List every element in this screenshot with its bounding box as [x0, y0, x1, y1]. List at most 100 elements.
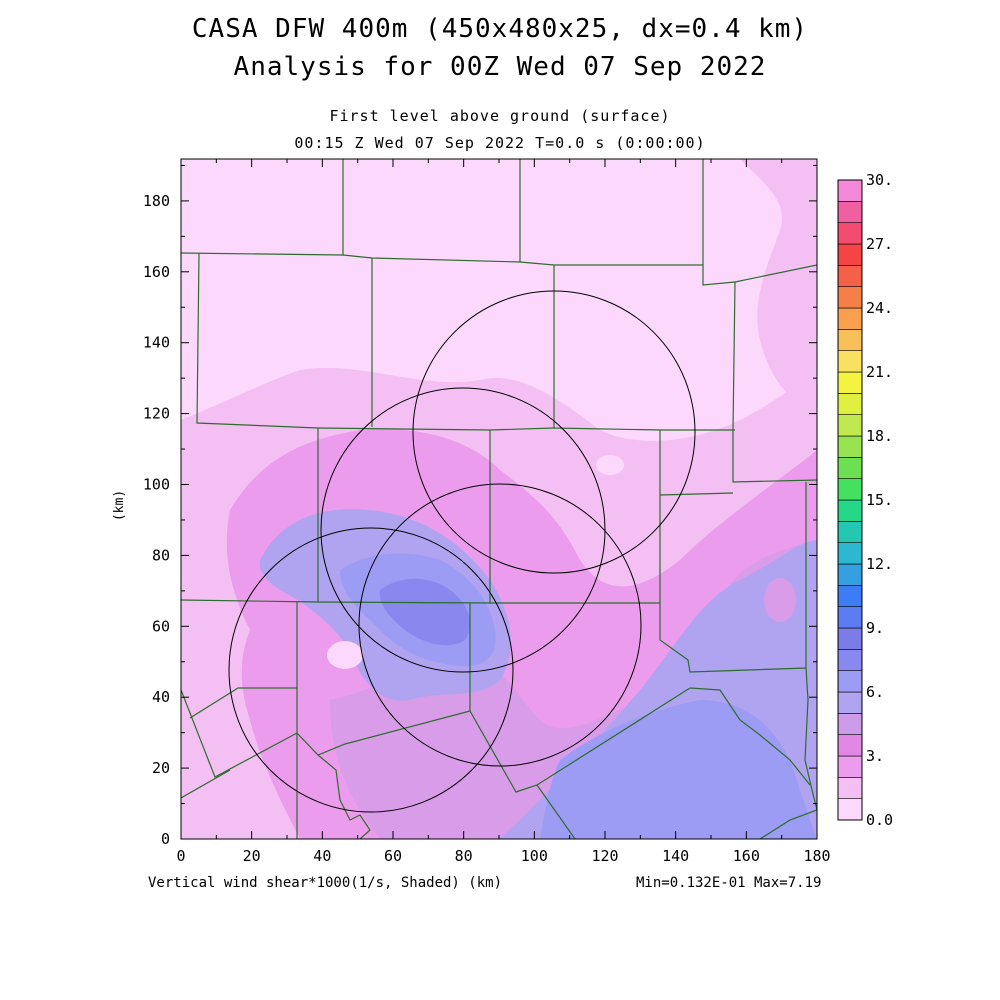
- colorbar-swatch: [837, 798, 863, 821]
- y-tick-label: 140: [143, 334, 170, 352]
- colorbar-label: 27.: [866, 235, 893, 253]
- colorbar-swatch: [837, 371, 863, 394]
- x-tick-label: 100: [521, 847, 548, 865]
- colorbar-swatch: [837, 478, 863, 501]
- y-tick-label: 80: [152, 546, 170, 564]
- x-tick-label: 160: [733, 847, 760, 865]
- county-line: [732, 281, 817, 483]
- x-tick-label: 0: [176, 847, 185, 865]
- colorbar-swatch: [837, 307, 863, 330]
- colorbar-swatch: [837, 201, 863, 223]
- y-tick-label: 120: [143, 405, 170, 423]
- x-tick-label: 60: [384, 847, 402, 865]
- field-light-west-band: [181, 600, 250, 839]
- county-line: [553, 265, 735, 431]
- field-violet-southeast: [540, 700, 817, 839]
- radar-ring-east-central: [358, 483, 642, 767]
- field-light-spot-2: [596, 455, 624, 475]
- x-axis: 0 20 40 60 80 100 120 140 160 180: [176, 159, 831, 865]
- colorbar-swatch: [837, 414, 863, 437]
- field-mauve-spot: [764, 578, 796, 622]
- radar-range-rings: [228, 290, 696, 813]
- county-line: [196, 252, 319, 429]
- colorbar-swatch: [837, 734, 863, 757]
- title-line-1: CASA DFW 400m (450x480x25, dx=0.4 km): [191, 14, 809, 44]
- colorbar-swatch: [837, 606, 863, 629]
- county-line: [342, 159, 521, 263]
- colorbar-swatch: [837, 777, 863, 799]
- field-light-east: [740, 159, 817, 420]
- colorbar-label: 0.0: [866, 811, 893, 829]
- colorbar-label: 24.: [866, 299, 893, 317]
- county-line: [536, 784, 576, 839]
- colorbar-swatch: [837, 457, 863, 479]
- x-tick-label: 140: [662, 847, 689, 865]
- field-description: Vertical wind shear*1000(1/s, Shaded) (k…: [148, 875, 503, 891]
- county-line: [689, 687, 811, 786]
- time-subtitle: 00:15 Z Wed 07 Sep 2022 T=0.0 s (0:00:00…: [294, 134, 706, 152]
- y-tick-label: 0: [161, 830, 170, 848]
- colorbar-label: 12.: [866, 555, 893, 573]
- colorbar-frame: [837, 179, 863, 821]
- colorbar-swatch: [837, 521, 863, 543]
- colorbar-label: 15.: [866, 491, 893, 509]
- county-line: [296, 602, 471, 756]
- y-tick-label: 60: [152, 617, 170, 635]
- colorbar-swatch: [837, 179, 863, 202]
- county-line: [189, 687, 297, 719]
- radar-ring-southwest: [228, 527, 514, 813]
- colorbar-swatch: [837, 329, 863, 351]
- title-line-2: Analysis for 00Z Wed 07 Sep 2022: [233, 52, 767, 82]
- x-tick-label: 20: [243, 847, 261, 865]
- field-light-spot: [327, 641, 363, 669]
- colorbar-swatch: [837, 670, 863, 693]
- county-line: [759, 809, 817, 839]
- colorbar-swatch: [837, 755, 863, 778]
- colorbar-label: 30.: [866, 171, 893, 189]
- colorbar-label: 18.: [866, 427, 893, 445]
- county-line: [659, 482, 807, 673]
- county-line: [659, 492, 734, 496]
- colorbar-label: 21.: [866, 363, 893, 381]
- colorbar-label: 6.: [866, 683, 884, 701]
- colorbar-label: 3.: [866, 747, 884, 765]
- colorbar-swatch: [837, 435, 863, 458]
- colorbar-label: 9.: [866, 619, 884, 637]
- colorbar: 0.0 3. 6. 9. 12. 15. 18. 21. 24. 27. 30.: [837, 171, 893, 829]
- colorbar-swatch: [837, 265, 863, 287]
- min-max-readout: Min=0.132E-01 Max=7.19: [636, 875, 822, 891]
- y-tick-label: 100: [143, 476, 170, 494]
- colorbar-swatch: [837, 243, 863, 266]
- county-line: [469, 687, 691, 793]
- colorbar-swatch: [837, 542, 863, 565]
- county-line: [317, 754, 371, 839]
- county-line: [804, 667, 817, 811]
- field-blue-core: [379, 578, 470, 646]
- county-line: [181, 689, 298, 778]
- county-boundaries: [181, 159, 817, 839]
- colorbar-swatch: [837, 691, 863, 714]
- shear-field: [181, 159, 817, 839]
- colorbar-swatch: [837, 286, 863, 309]
- x-tick-label: 80: [455, 847, 473, 865]
- colorbar-swatch: [837, 627, 863, 650]
- level-subtitle: First level above ground (surface): [329, 107, 671, 125]
- y-tick-label: 40: [152, 688, 170, 706]
- radar-ring-north-central: [320, 387, 606, 673]
- radar-ring-northeast: [412, 290, 696, 574]
- colorbar-swatch: [837, 649, 863, 671]
- colorbar-swatch: [837, 350, 863, 373]
- y-tick-label: 20: [152, 759, 170, 777]
- y-tick-label: 160: [143, 263, 170, 281]
- colorbar-swatch: [837, 222, 863, 245]
- colorbar-swatch: [837, 499, 863, 522]
- county-line: [702, 159, 817, 286]
- colorbar-swatch: [837, 563, 863, 586]
- colorbar-swatch: [837, 393, 863, 415]
- colorbar-swatch: [837, 713, 863, 735]
- y-tick-label: 180: [143, 192, 170, 210]
- x-tick-label: 40: [313, 847, 331, 865]
- county-line: [181, 769, 231, 799]
- x-tick-label: 180: [803, 847, 830, 865]
